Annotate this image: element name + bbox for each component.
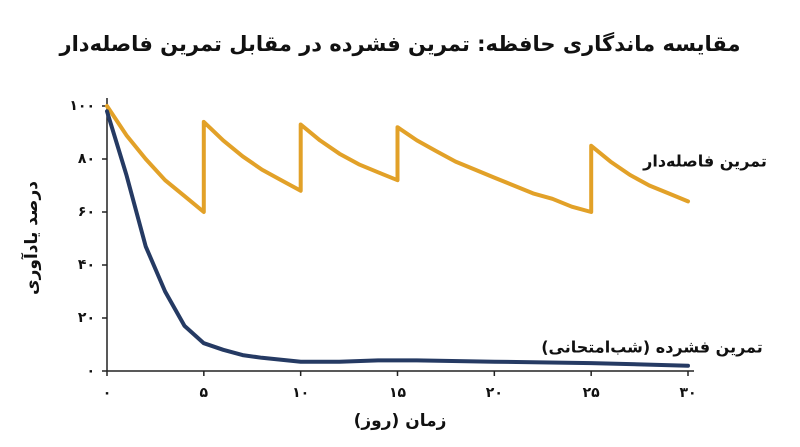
y-tick-label: ۰ bbox=[86, 363, 95, 379]
series-line bbox=[105, 109, 690, 368]
y-tick-label: ۶۰ bbox=[78, 204, 95, 220]
x-axis-label: زمان (روز) bbox=[354, 411, 447, 431]
y-tick-label: ۸۰ bbox=[78, 151, 95, 167]
y-tick-label: ۲۰ bbox=[78, 310, 95, 326]
x-tick-label: ۲۰ bbox=[486, 385, 503, 401]
chart-title: مقایسه ماندگاری حافظه: تمرین فشرده در مق… bbox=[59, 31, 741, 56]
x-tick-label: ۱۵ bbox=[389, 385, 407, 401]
y-tick-label: ۴۰ bbox=[78, 257, 95, 273]
x-tick-label: ۲۵ bbox=[583, 385, 601, 401]
series-line bbox=[105, 104, 690, 214]
series-label: تمرین فشرده (شب‌امتحانی) bbox=[541, 338, 763, 357]
series-label: تمرین فاصله‌دار bbox=[642, 152, 767, 171]
y-axis-label: درصد یادآوری bbox=[20, 181, 42, 295]
x-tick-label: ۵ bbox=[200, 385, 209, 401]
x-tick-label: ۱۰ bbox=[292, 385, 309, 401]
x-tick-label: ۳۰ bbox=[679, 385, 696, 401]
y-tick-label: ۱۰۰ bbox=[69, 98, 95, 114]
x-tick-label: ۰ bbox=[103, 385, 112, 401]
